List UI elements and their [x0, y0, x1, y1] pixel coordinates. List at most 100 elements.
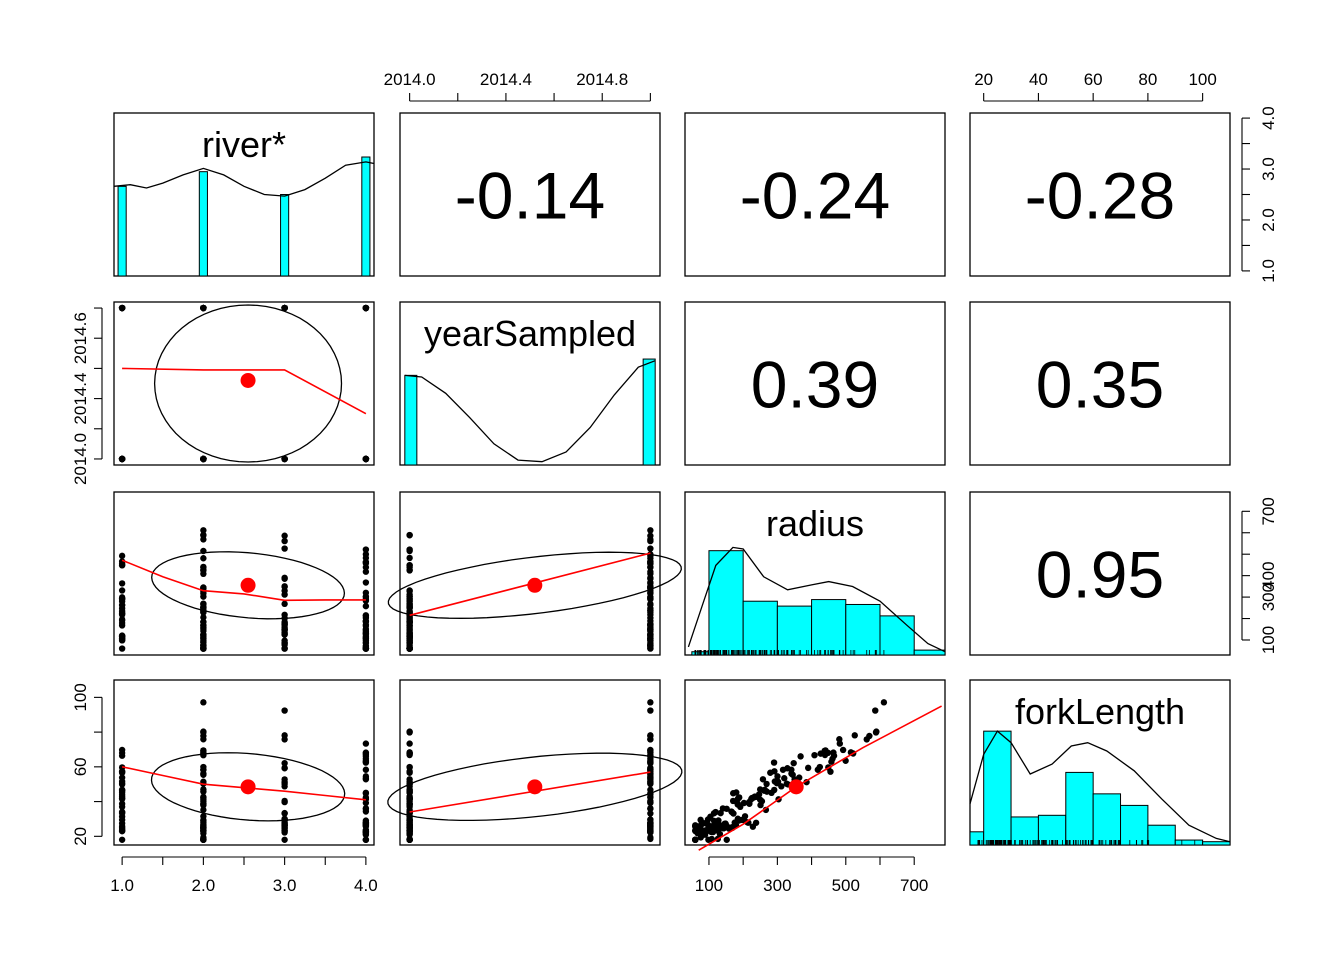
tick-label: 2014.6	[71, 312, 90, 364]
tick-label: 60	[1084, 70, 1103, 89]
data-point	[406, 821, 413, 829]
right-axis-0: 1.0 2.0 3.0 4.0	[1241, 106, 1278, 283]
data-point	[362, 568, 370, 575]
tick-label: 2.0	[1259, 208, 1278, 232]
data-point	[362, 766, 370, 773]
data-point	[728, 808, 735, 815]
panel-frame-0-3	[969, 112, 1231, 277]
tick-label: 2014.8	[576, 70, 628, 89]
correlation-value: 0.39	[751, 348, 879, 422]
panel-frame-1-0	[113, 301, 375, 466]
data-point	[118, 617, 126, 624]
data-point	[716, 821, 724, 829]
data-point	[756, 786, 764, 793]
data-point	[829, 755, 836, 762]
data-point	[647, 732, 654, 739]
data-point	[281, 810, 288, 817]
panel-frame-1-3	[969, 301, 1231, 466]
data-point	[281, 780, 288, 788]
data-point	[778, 783, 785, 790]
density-curve	[969, 730, 1231, 843]
histogram-bar	[642, 358, 656, 466]
data-point	[200, 536, 207, 543]
data-point	[200, 816, 207, 824]
data-point	[281, 821, 288, 828]
data-point	[729, 790, 737, 797]
data-point	[406, 531, 413, 539]
correlation-ellipse	[151, 551, 346, 620]
data-point	[200, 635, 207, 642]
density-curve	[687, 546, 946, 653]
data-point	[752, 793, 759, 801]
panel-frame-2-0	[113, 491, 375, 656]
data-point	[118, 610, 126, 617]
panel-frame-2-1	[399, 491, 661, 656]
data-point	[200, 555, 207, 562]
data-point	[281, 532, 288, 539]
data-point	[118, 795, 126, 803]
data-point	[362, 558, 370, 566]
data-point	[118, 580, 126, 587]
data-point	[647, 819, 654, 827]
mean-point	[240, 779, 256, 795]
panel-frame-3-0	[113, 679, 375, 846]
histogram-bar	[1202, 841, 1231, 846]
scatter-panel-3-1	[387, 699, 683, 843]
data-point	[281, 732, 288, 739]
histogram-bar	[879, 615, 915, 656]
histogram-bar	[1092, 793, 1122, 846]
data-point	[647, 780, 654, 788]
tick-label: 700	[900, 876, 928, 895]
data-point	[707, 828, 715, 835]
data-point	[647, 532, 654, 539]
data-point	[880, 699, 888, 706]
data-point	[200, 567, 207, 574]
data-point	[362, 589, 370, 596]
histogram-bar	[708, 550, 744, 656]
mean-point	[240, 372, 256, 388]
data-point	[710, 810, 718, 817]
data-point	[118, 602, 126, 609]
panel-frame-3-2	[684, 679, 946, 846]
data-point	[362, 819, 370, 827]
data-point	[406, 750, 413, 757]
data-point	[362, 805, 370, 812]
correlation-value: -0.24	[740, 159, 890, 233]
data-point	[406, 836, 413, 843]
data-point	[647, 799, 654, 807]
data-point	[362, 602, 370, 610]
histogram-bar	[198, 171, 208, 277]
tick-label: 2.0	[192, 876, 216, 895]
data-point	[281, 641, 288, 649]
data-point	[118, 633, 126, 641]
histogram-bar	[117, 185, 127, 277]
data-point	[406, 740, 413, 747]
data-point	[811, 751, 818, 759]
data-point	[872, 707, 879, 714]
tick-label: 1.0	[110, 876, 134, 895]
bottom-axis-2: 100 300 500 700	[695, 856, 928, 895]
data-point	[406, 763, 413, 771]
data-point	[797, 753, 804, 760]
data-point	[406, 629, 413, 637]
data-point	[406, 554, 413, 562]
data-point	[740, 799, 748, 807]
histogram-bar	[361, 156, 371, 277]
scatter-panel-3-2	[692, 699, 942, 851]
panel-frame-2-3	[969, 491, 1231, 656]
data-point	[118, 780, 126, 787]
data-point	[362, 789, 370, 797]
data-point	[200, 699, 207, 706]
data-point	[281, 545, 288, 552]
data-point	[647, 579, 654, 586]
data-point	[118, 810, 126, 817]
data-point	[821, 751, 829, 759]
tick-label: 3.0	[1259, 157, 1278, 181]
tick-label: 60	[71, 757, 90, 776]
data-point	[200, 455, 207, 463]
data-point	[200, 645, 207, 652]
histogram-bar	[983, 730, 1012, 846]
histogram-2	[687, 546, 946, 656]
